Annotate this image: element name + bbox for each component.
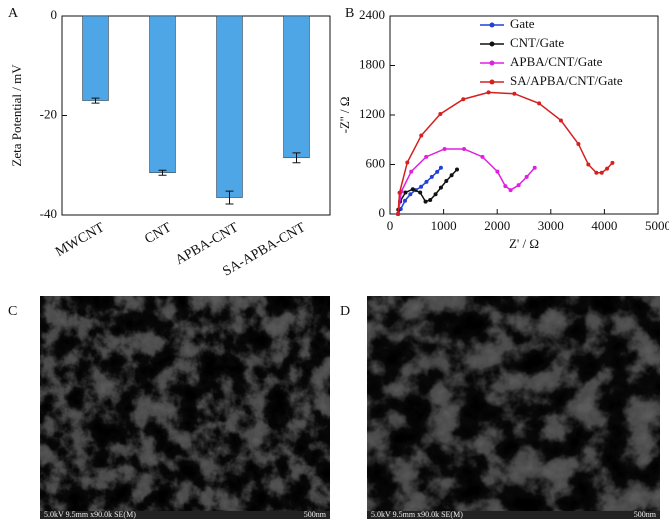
panel-label: C — [8, 304, 17, 319]
point — [424, 179, 429, 184]
point — [410, 187, 415, 192]
x-tick-label: 1000 — [431, 218, 457, 233]
point — [512, 91, 517, 96]
point — [558, 118, 563, 123]
y-tick-label: 1800 — [359, 56, 385, 71]
point — [442, 146, 447, 151]
point — [455, 167, 459, 172]
legend-marker — [489, 41, 495, 47]
legend-label: SA/APBA/CNT/Gate — [510, 73, 623, 88]
point — [486, 90, 491, 95]
point — [610, 160, 615, 165]
x-tick-label: 4000 — [591, 218, 617, 233]
point — [480, 154, 485, 159]
point — [462, 146, 467, 151]
bar — [216, 15, 243, 198]
info-bar — [367, 511, 660, 519]
point — [508, 188, 513, 193]
point — [408, 192, 413, 197]
sem-info: 5.0kV 9.5mm x90.0k SE(M) — [371, 510, 463, 519]
point — [435, 169, 440, 174]
legend-marker — [489, 22, 495, 28]
error-bar — [292, 152, 301, 164]
bar — [82, 15, 109, 101]
point — [532, 165, 537, 170]
error-bar — [158, 169, 167, 176]
sem-texture — [40, 296, 330, 519]
point — [594, 170, 599, 175]
x-tick-label: 0 — [387, 218, 394, 233]
point — [516, 183, 521, 188]
point — [438, 165, 443, 170]
legend-marker — [489, 79, 495, 85]
point — [418, 190, 423, 195]
point — [396, 212, 401, 216]
point — [537, 101, 542, 106]
panel-label: A — [8, 6, 19, 21]
x-tick-label: 2000 — [484, 218, 510, 233]
point — [419, 184, 424, 189]
y-axis-title: Zeta Potential / mV — [9, 64, 24, 167]
point — [433, 192, 438, 197]
legend-label: Gate — [510, 16, 535, 31]
point — [438, 185, 443, 190]
point — [503, 184, 508, 189]
bar — [149, 15, 176, 173]
point — [495, 169, 500, 174]
point — [429, 174, 434, 179]
sem-scale: 500nm — [634, 510, 657, 519]
point — [444, 179, 449, 183]
series-line — [397, 91, 613, 215]
y-tick-label: -40 — [40, 206, 57, 221]
panel-d: 5.0kV 9.5mm x90.0k SE(M) 500nm D — [340, 296, 660, 519]
point — [409, 169, 414, 174]
point — [397, 190, 402, 195]
point — [424, 154, 429, 159]
y-tick-label: 0 — [379, 205, 386, 220]
point — [605, 166, 610, 171]
point — [403, 190, 408, 195]
sem-scale: 500nm — [304, 510, 327, 519]
point — [576, 141, 581, 146]
point — [405, 160, 410, 165]
point — [419, 133, 424, 138]
point — [428, 197, 433, 202]
point — [599, 170, 604, 175]
x-tick-label: 3000 — [538, 218, 564, 233]
point — [586, 162, 591, 167]
error-bar — [91, 97, 100, 104]
legend-label: CNT/Gate — [510, 35, 564, 50]
x-tick-label: MWCNT — [53, 220, 107, 260]
bar — [283, 15, 310, 159]
point — [438, 112, 443, 117]
panel-label: B — [345, 6, 354, 21]
y-tick-label: 0 — [51, 7, 58, 22]
x-tick-label: CNT — [142, 220, 174, 247]
panel-label: D — [340, 304, 350, 319]
error-bar — [225, 190, 234, 205]
legend-marker — [489, 60, 495, 66]
sem-texture — [367, 296, 660, 519]
x-axis-title: Z' / Ω — [509, 236, 539, 251]
point — [449, 173, 454, 178]
point — [524, 174, 529, 179]
point — [461, 97, 466, 102]
y-axis-title: -Z'' / Ω — [337, 97, 352, 134]
y-tick-label: 1200 — [359, 106, 385, 121]
point — [423, 199, 428, 204]
legend-label: APBA/CNT/Gate — [510, 54, 603, 69]
x-tick-label: 5000 — [645, 218, 669, 233]
info-bar — [40, 511, 330, 519]
y-tick-label: 2400 — [359, 7, 385, 22]
series-line — [397, 148, 536, 215]
panel-c: 5.0kV 9.5mm x90.0k SE(M) 500nm C — [8, 296, 330, 519]
sem-info: 5.0kV 9.5mm x90.0k SE(M) — [44, 510, 136, 519]
y-tick-label: 600 — [366, 155, 386, 170]
series-line — [397, 167, 442, 215]
y-tick-label: -20 — [40, 106, 57, 121]
point — [403, 198, 408, 203]
